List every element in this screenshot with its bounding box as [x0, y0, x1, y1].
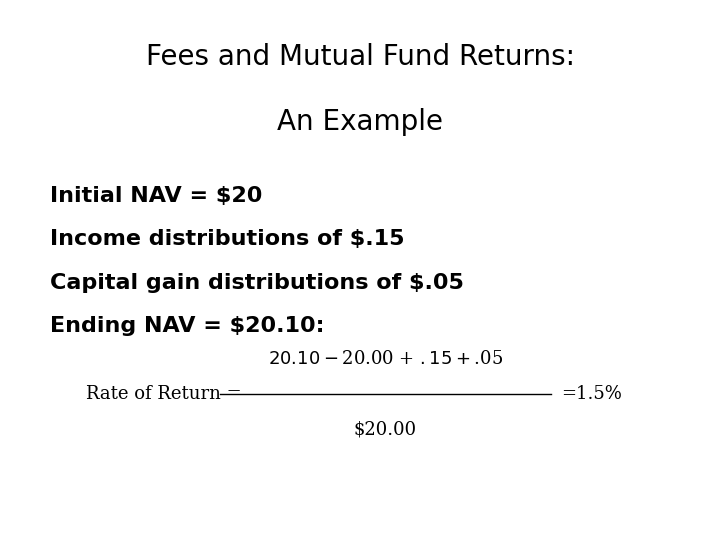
Text: Income distributions of $.15: Income distributions of $.15 [50, 230, 405, 249]
Text: Initial NAV = $20: Initial NAV = $20 [50, 186, 263, 206]
Text: $20.00: $20.00 [354, 420, 417, 438]
Text: Ending NAV = $20.10:: Ending NAV = $20.10: [50, 316, 325, 336]
Text: Rate of Return =: Rate of Return = [86, 385, 242, 403]
Text: An Example: An Example [277, 108, 443, 136]
Text: Capital gain distributions of $.05: Capital gain distributions of $.05 [50, 273, 464, 293]
Text: $20.10 - $20.00 + $.15 + $.05: $20.10 - $20.00 + $.15 + $.05 [268, 350, 503, 368]
Text: Fees and Mutual Fund Returns:: Fees and Mutual Fund Returns: [145, 43, 575, 71]
Text: =1.5%: =1.5% [562, 385, 623, 403]
